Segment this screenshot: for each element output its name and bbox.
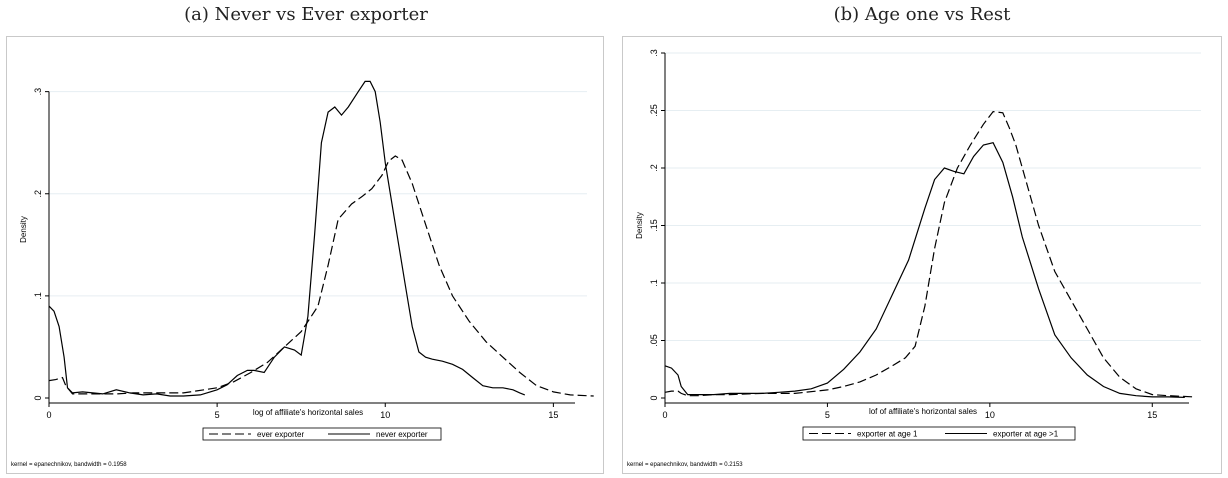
chart-a-x-tick-label: 0 xyxy=(46,410,51,420)
chart-b-y-tick-label: .3 xyxy=(649,49,659,57)
chart-b-y-tick-label: .05 xyxy=(649,334,659,347)
chart-b-x-tick-label: 10 xyxy=(985,410,995,420)
chart-b-y-axis-title: Density xyxy=(635,212,644,239)
chart-panel-b: 0 .05 .1 .15 .2 .25 .3 0 5 10 15 Density lof of affi… xyxy=(622,36,1222,474)
chart-b-legend xyxy=(802,426,1076,441)
chart-b-y-tick-label: .1 xyxy=(649,279,659,287)
chart-a-y-axis-title: Density xyxy=(19,216,28,243)
chart-b-x-tick-label: 15 xyxy=(1147,410,1157,420)
chart-a-x-tick-label: 5 xyxy=(215,410,220,420)
chart-b-svg: 0 .05 .1 .15 .2 .25 .3 0 5 10 15 Density lof of affi… xyxy=(627,49,1201,468)
chart-b-legend-label: exporter at age 1 xyxy=(857,430,918,439)
chart-b-x-axis-title: lof of affiliate's horizontal sales xyxy=(869,407,977,416)
chart-a-kernel-note: kernel = epanechnikov, bandwidth = 0.195… xyxy=(11,462,127,468)
chart-b-series-dashed xyxy=(664,110,1195,398)
chart-a-y-tick-label: .1 xyxy=(33,292,43,300)
chart-a-y-tick-label: .2 xyxy=(33,190,43,198)
chart-a-y-tick-label: 0 xyxy=(33,395,43,400)
chart-panel-a: 0 .1 .2 .3 0 5 10 15 Density log of affiliate's h… xyxy=(6,36,604,474)
chart-a-x-tick-label: 10 xyxy=(380,410,390,420)
chart-a-x-axis-title: log of affiliate's horizontal sales xyxy=(253,408,363,417)
chart-a-svg: 0 .1 .2 .3 0 5 10 15 Density log of affiliate's h… xyxy=(11,80,594,468)
chart-a-series-dashed xyxy=(48,155,594,397)
chart-a-legend-label: never exporter xyxy=(376,430,428,439)
chart-b-x-tick-label: 0 xyxy=(662,410,667,420)
chart-a-x-tick-label: 15 xyxy=(548,410,558,420)
chart-b-y-tick-label: .25 xyxy=(649,104,659,117)
chart-b-kernel-note: kernel = epanechnikov, bandwidth = 0.215… xyxy=(627,462,743,468)
chart-b-y-tick-label: .2 xyxy=(649,164,659,172)
panel-b-title: (b) Age one vs Rest xyxy=(833,4,1011,25)
chart-b-legend-label: exporter at age >1 xyxy=(993,430,1059,439)
chart-a-legend xyxy=(202,427,442,441)
chart-b-series-solid xyxy=(664,142,1185,398)
chart-b-y-tick-label: .15 xyxy=(649,219,659,232)
chart-a-legend-label: ever exporter xyxy=(257,430,304,439)
chart-b-y-tick-label: 0 xyxy=(649,395,659,400)
panel-a-title: (a) Never vs Ever exporter xyxy=(184,4,428,25)
chart-a-series-solid xyxy=(48,80,526,397)
chart-a-y-tick-label: .3 xyxy=(33,88,43,96)
chart-b-x-tick-label: 5 xyxy=(825,410,830,420)
